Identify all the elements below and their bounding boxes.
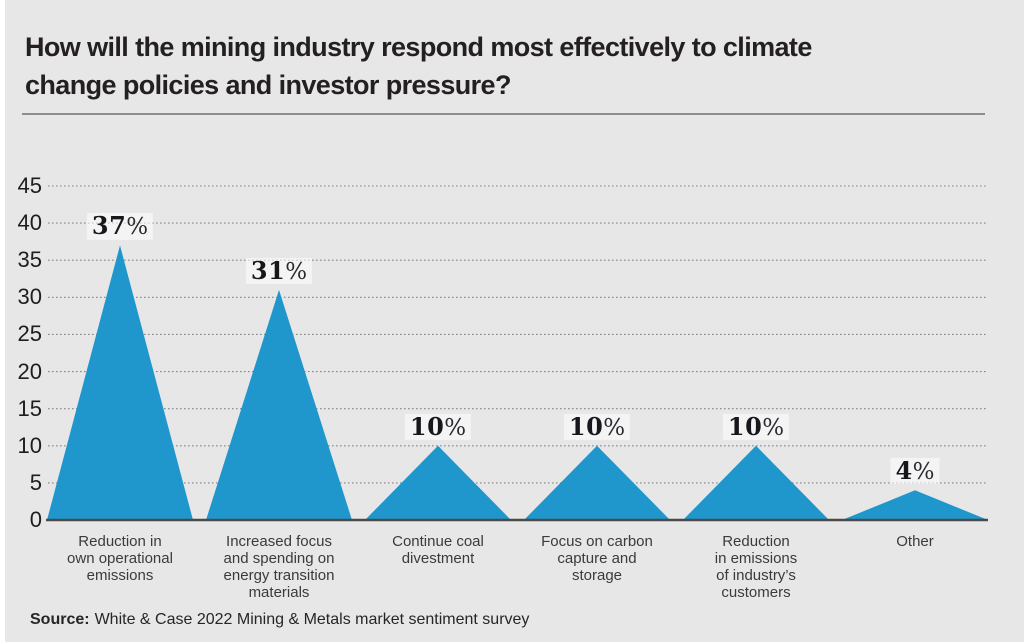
triangle-peak xyxy=(683,445,829,520)
value-label: 4% xyxy=(890,456,940,486)
triangle-peak xyxy=(365,445,511,520)
source-line: Source: White & Case 2022 Mining & Metals… xyxy=(30,611,529,629)
value-label: 31% xyxy=(245,255,313,285)
value-label: 10% xyxy=(722,411,790,441)
x-axis-category-label: Other xyxy=(896,533,934,550)
y-axis-tick-label: 10 xyxy=(17,432,42,458)
y-axis-tick-label: 20 xyxy=(17,358,42,384)
value-number: 4 xyxy=(895,456,913,486)
value-label: 10% xyxy=(404,411,472,441)
y-axis-tick-label: 5 xyxy=(29,469,42,495)
x-axis-category-label: Reduction in emissions of industry’s cus… xyxy=(714,533,798,601)
x-axis-category-label: Focus on carbon capture and storage xyxy=(541,533,653,584)
x-axis-category-label: Continue coal divestment xyxy=(392,533,484,567)
percent-sign: % xyxy=(603,414,626,441)
value-number: 10 xyxy=(409,411,445,441)
source-label: Source: xyxy=(30,611,90,628)
percent-sign: % xyxy=(444,414,467,441)
value-number: 31 xyxy=(250,255,286,285)
value-label: 37% xyxy=(86,211,154,241)
x-axis-category-label: Reduction in own operational emissions xyxy=(67,533,173,584)
value-number: 37 xyxy=(91,211,127,241)
percent-sign: % xyxy=(762,414,785,441)
source-text: White & Case 2022 Mining & Metals market… xyxy=(94,611,530,628)
y-axis-tick-label: 30 xyxy=(17,284,42,310)
percent-sign: % xyxy=(126,214,149,241)
y-axis-tick-label: 15 xyxy=(17,395,42,421)
y-axis-tick-label: 45 xyxy=(17,173,42,198)
y-axis-tick-label: 0 xyxy=(29,507,42,532)
x-axis-category-label: Increased focus and spending on energy t… xyxy=(223,533,335,601)
value-label: 10% xyxy=(563,411,631,441)
triangle-peak xyxy=(842,490,988,520)
y-axis-tick-label: 25 xyxy=(17,321,42,347)
value-number: 10 xyxy=(568,411,604,441)
title-divider xyxy=(22,113,985,115)
triangle-peak xyxy=(206,289,352,520)
percent-sign: % xyxy=(285,258,308,285)
y-axis-tick-label: 40 xyxy=(17,210,42,236)
percent-sign: % xyxy=(912,459,935,486)
left-edge-strip xyxy=(0,0,5,642)
value-number: 10 xyxy=(727,411,763,441)
y-axis-tick-label: 35 xyxy=(17,247,42,273)
triangle-peak xyxy=(47,245,193,520)
triangle-peak xyxy=(524,445,670,520)
chart-title: How will the mining industry respond mos… xyxy=(25,32,812,100)
